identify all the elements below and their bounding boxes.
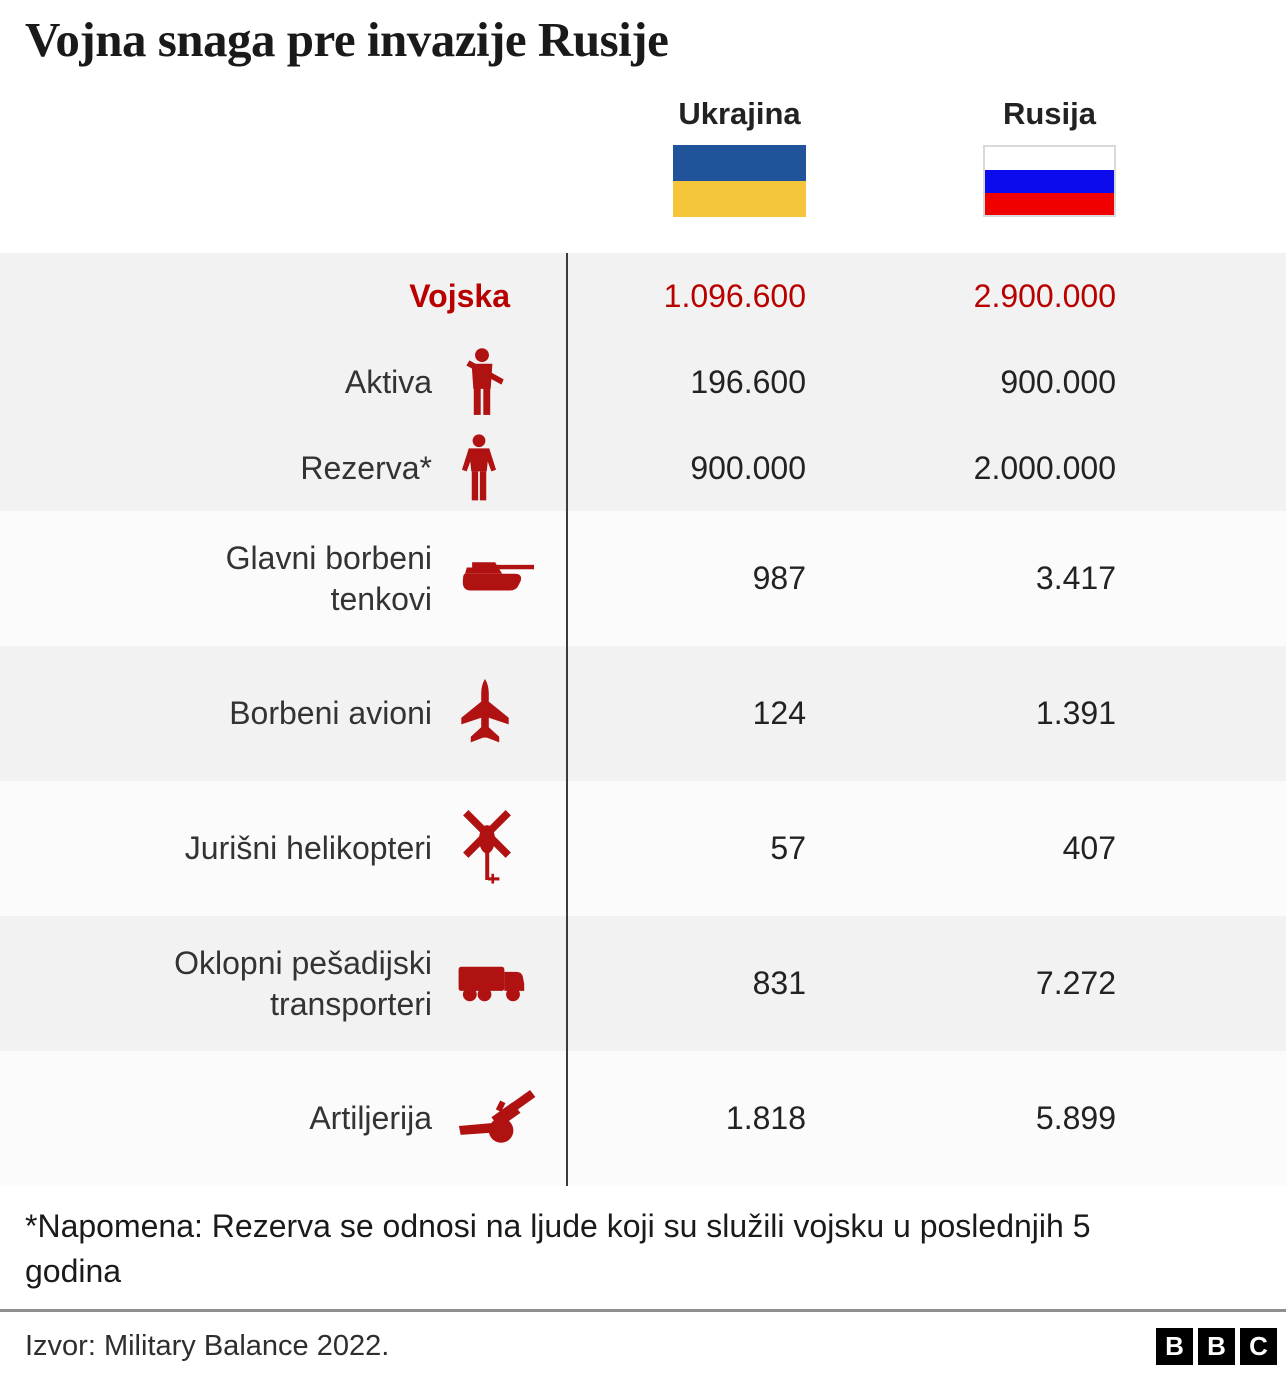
- table-row-tenkovi: Glavni borbeni tenkovi 987 3.417: [0, 511, 1286, 647]
- soldier-icon: [456, 347, 508, 417]
- ukraine-value-aktiva: 196.600: [690, 363, 806, 400]
- russia-value-artiljerija: 5.899: [1035, 1100, 1116, 1137]
- russia-value-rezerva: 2.000.000: [973, 449, 1116, 486]
- ukraine-flag-icon: [673, 145, 806, 218]
- ukraine-value-artiljerija: 1.818: [725, 1100, 806, 1137]
- ukraine-column-label: Ukrajina: [678, 96, 801, 132]
- ukraine-value-rezerva: 900.000: [690, 449, 806, 486]
- ukraine-value-transporteri: 831: [752, 965, 806, 1002]
- jet-icon: [456, 678, 514, 750]
- personnel-section: Vojska 1.096.600 2.900.000 Aktiva 196.6: [0, 253, 1286, 512]
- row-label-aktiva: Aktiva: [344, 363, 432, 400]
- footnote: *Napomena: Rezerva se odnosi na ljude ko…: [25, 1208, 1091, 1289]
- helicopter-icon: [456, 809, 518, 889]
- russia-value-avioni: 1.391: [1035, 695, 1116, 732]
- table-row-artiljerija: Artiljerija 1.818 5.899: [0, 1051, 1286, 1187]
- ukraine-value-tenkovi: 987: [752, 560, 806, 597]
- artillery-icon: [456, 1089, 540, 1148]
- source-text: Izvor: Military Balance 2022.: [25, 1329, 390, 1362]
- ukraine-value-avioni: 124: [752, 695, 806, 732]
- row-label-rezerva: Rezerva*: [300, 449, 432, 486]
- russia-value-tenkovi: 3.417: [1035, 560, 1116, 597]
- table-row-aktiva: Aktiva 196.600 900.000: [0, 339, 1286, 426]
- row-label-helikopteri: Jurišni helikopteri: [184, 830, 432, 867]
- row-label-tenkovi: Glavni borbeni tenkovi: [225, 539, 432, 617]
- tank-icon: [456, 556, 536, 602]
- row-label-avioni: Borbeni avioni: [229, 695, 432, 732]
- bbc-logo-letter-c: C: [1240, 1327, 1277, 1365]
- table-row-vojska: Vojska 1.096.600 2.900.000: [0, 253, 1286, 340]
- page-title: Vojna snaga pre invazije Rusije: [25, 12, 669, 67]
- russia-value-transporteri: 7.272: [1035, 965, 1116, 1002]
- row-label-artiljerija: Artiljerija: [309, 1100, 432, 1137]
- ukraine-value-helikopteri: 57: [770, 830, 806, 867]
- column-headers: Ukrajina Rusija: [0, 96, 1286, 218]
- ukraine-header: Ukrajina: [673, 96, 806, 218]
- russia-column-label: Rusija: [1002, 96, 1097, 132]
- table-row-rezerva: Rezerva* 900.000 2.000.000: [0, 425, 1286, 512]
- table-row-avioni: Borbeni avioni 124 1.391: [0, 646, 1286, 782]
- row-label-transporteri: Oklopni pešadijski transporteri: [174, 944, 432, 1022]
- russia-value-aktiva: 900.000: [1000, 363, 1116, 400]
- russia-flag-icon: [983, 145, 1116, 218]
- table-row-transporteri: Oklopni pešadijski transporteri 831 7.27…: [0, 916, 1286, 1052]
- russia-value-vojska: 2.900.000: [973, 277, 1116, 314]
- bbc-logo-letter-b2: B: [1198, 1327, 1235, 1365]
- footer: Izvor: Military Balance 2022. B B C: [0, 1312, 1286, 1379]
- truck-icon: [456, 959, 532, 1009]
- bbc-logo: B B C: [1156, 1327, 1277, 1365]
- row-label-vojska: Vojska: [409, 277, 510, 314]
- ukraine-value-vojska: 1.096.600: [663, 277, 806, 314]
- footer-divider: [0, 1308, 1286, 1312]
- russia-header: Rusija: [983, 96, 1116, 218]
- table-row-helikopteri: Jurišni helikopteri 57 407: [0, 781, 1286, 917]
- russia-value-helikopteri: 407: [1062, 830, 1116, 867]
- person-icon: [456, 433, 502, 503]
- bbc-logo-letter-b1: B: [1156, 1327, 1193, 1365]
